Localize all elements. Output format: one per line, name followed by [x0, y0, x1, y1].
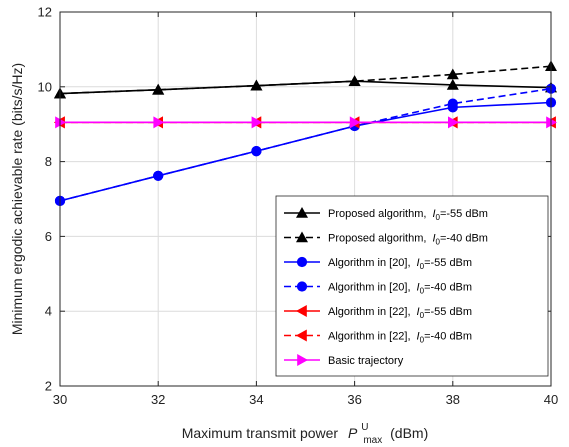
legend-label-text: Algorithm in [22],: [328, 331, 411, 343]
x-axis-title-unit: (dBm): [390, 425, 428, 441]
legend-param-value: =-55 dBm: [424, 306, 472, 318]
legend-param-symbol: I: [417, 306, 420, 318]
legend-label: Proposed algorithm, I0=-55 dBm: [328, 208, 488, 222]
legend-label-text: Algorithm in [20],: [328, 257, 411, 269]
y-axis-title: Minimum ergodic achievable rate (bits/s/…: [9, 63, 25, 335]
legend-entry: Proposed algorithm, I0=-55 dBm: [284, 207, 488, 222]
legend-label: Proposed algorithm, I0=-40 dBm: [328, 233, 488, 247]
data-point: [250, 79, 263, 91]
data-point: [446, 68, 459, 80]
y-tick-label: 6: [45, 229, 52, 244]
data-point: [448, 116, 459, 129]
legend-param-sub: 0: [436, 213, 441, 222]
legend-param-symbol: I: [432, 233, 435, 245]
legend-entry: Algorithm in [22], I0=-55 dBm: [284, 305, 472, 320]
x-tick-label: 40: [544, 392, 558, 407]
legend-entry: Basic trajectory: [284, 354, 404, 367]
x-tick-label: 34: [249, 392, 263, 407]
legend-label: Algorithm in [20], I0=-55 dBm: [328, 257, 472, 271]
data-point: [55, 116, 66, 129]
x-axis-title-text: Maximum transmit power: [182, 425, 339, 441]
legend-label-text: Proposed algorithm,: [328, 233, 426, 245]
legend-box: [275, 195, 549, 377]
legend-param-symbol: I: [417, 331, 420, 343]
x-tick-label: 38: [446, 392, 460, 407]
x-axis-title-symbol: P: [348, 425, 358, 441]
legend-param-symbol: I: [417, 257, 420, 269]
data-point: [296, 329, 307, 342]
legend-entry: Algorithm in [20], I0=-40 dBm: [284, 281, 472, 296]
series-layer: [54, 60, 557, 206]
legend-entry: Algorithm in [20], I0=-55 dBm: [284, 256, 472, 271]
legend-param-sub: 0: [420, 262, 425, 271]
data-point: [251, 116, 263, 129]
plot-frame: [59, 11, 552, 387]
legend-label: Algorithm in [22], I0=-55 dBm: [328, 306, 472, 320]
data-point: [447, 98, 458, 109]
axis-ticks: 30 32 34 36 38 40 2 4 6 8 10 12: [38, 5, 559, 408]
data-point: [348, 75, 361, 86]
series-6: [55, 116, 557, 129]
legend-entry: Algorithm in [22], I0=-40 dBm: [284, 329, 472, 345]
legend-param-sub: 0: [420, 287, 425, 296]
data-point: [296, 256, 308, 268]
legend-label: Basic trajectory: [328, 355, 404, 367]
y-tick-label: 8: [45, 154, 52, 169]
grid: [59, 11, 552, 387]
data-point: [296, 231, 308, 243]
legend-param-sub: 0: [420, 311, 425, 320]
legend-label-text: Basic trajectory: [328, 355, 404, 367]
data-point: [296, 305, 307, 317]
x-tick-label: 30: [53, 392, 67, 407]
series-line: [59, 87, 552, 202]
legend-param-value: =-40 dBm: [424, 282, 472, 294]
legend-param-value: =-55 dBm: [440, 208, 488, 220]
series-line: [59, 65, 552, 95]
y-tick-label: 4: [45, 304, 52, 319]
legend-param-value: =-55 dBm: [424, 257, 472, 269]
data-point: [153, 116, 165, 129]
y-tick-label: 2: [45, 379, 52, 394]
legend-param-value: =-40 dBm: [424, 331, 472, 343]
legend-label-text: Algorithm in [20],: [328, 282, 411, 294]
x-tick-label: 36: [347, 392, 361, 407]
legend-param-sub: 0: [420, 336, 425, 345]
data-point: [296, 281, 308, 292]
x-axis-title-sup: U: [361, 422, 368, 433]
y-tick-label: 12: [38, 5, 52, 20]
legend-label-text: Proposed algorithm,: [328, 208, 426, 220]
data-point: [446, 78, 459, 90]
data-point: [153, 170, 164, 181]
legend-param-sub: 0: [436, 238, 441, 247]
data-point: [296, 207, 308, 218]
y-tick-label: 10: [38, 79, 52, 94]
legend-param-symbol: I: [432, 208, 435, 220]
data-point: [152, 83, 165, 95]
x-axis-title-sub: max: [363, 435, 382, 446]
legend-param-value: =-40 dBm: [440, 233, 488, 245]
data-point: [251, 146, 262, 157]
legend-param-symbol: I: [417, 282, 420, 294]
legend-label: Algorithm in [20], I0=-40 dBm: [328, 282, 472, 296]
legend-label-text: Algorithm in [22],: [328, 306, 411, 318]
legend-entry: Proposed algorithm, I0=-40 dBm: [284, 231, 488, 247]
data-point: [349, 116, 361, 129]
x-axis-title: Maximum transmit power P U max (dBm): [182, 417, 429, 446]
legend-label: Algorithm in [22], I0=-40 dBm: [328, 331, 472, 345]
x-tick-label: 32: [151, 392, 165, 407]
data-point: [546, 116, 557, 129]
data-point: [297, 354, 308, 366]
